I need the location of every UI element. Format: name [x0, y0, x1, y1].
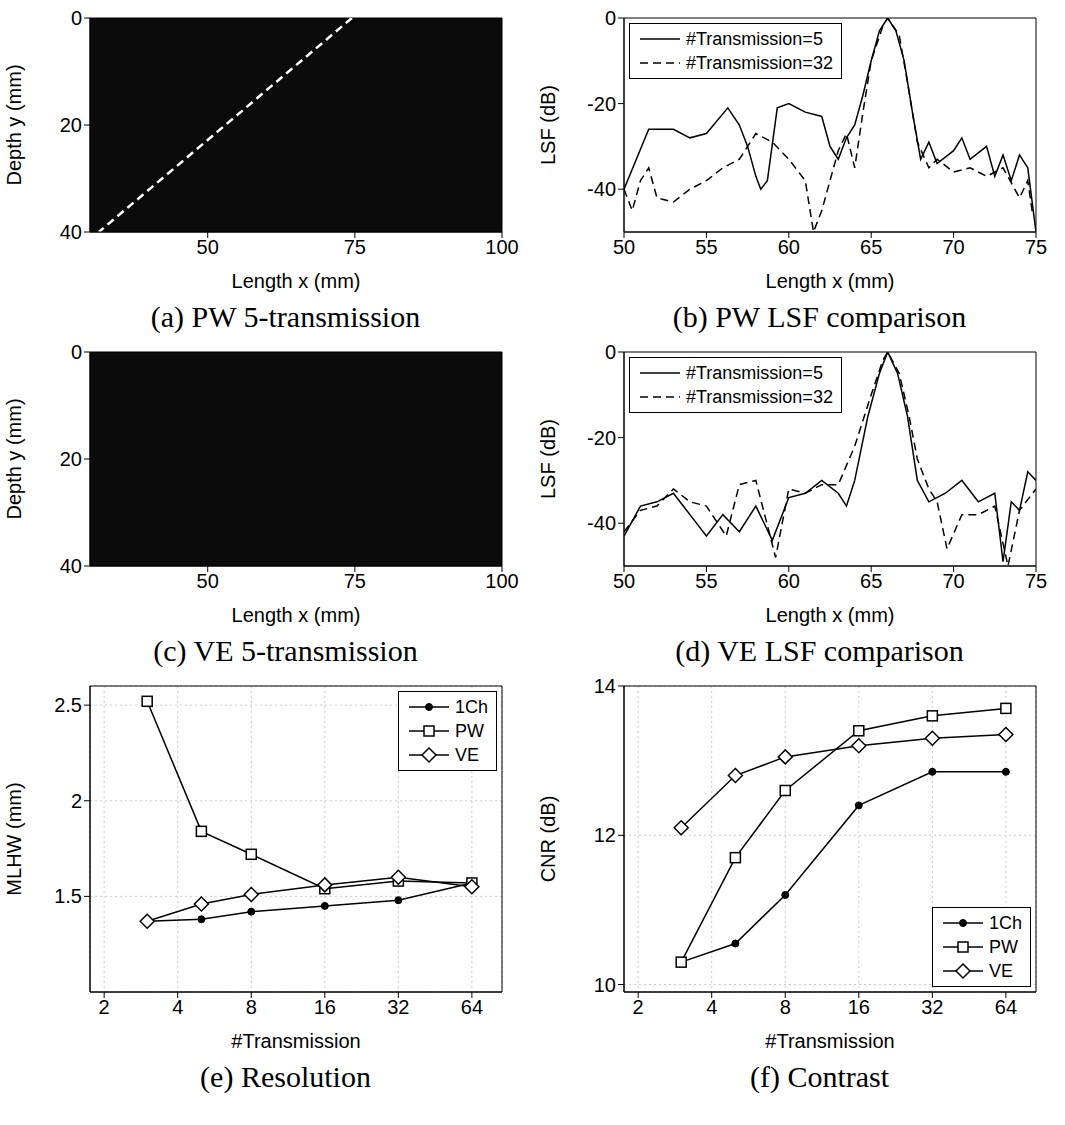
svg-text:100: 100: [485, 236, 518, 258]
svg-text:2: 2: [99, 996, 110, 1018]
html-text:#Transmission=5: #Transmission=5: [686, 363, 823, 383]
svg-text:16: 16: [848, 996, 870, 1018]
svg-text:0: 0: [71, 341, 82, 363]
svg-text:#Transmission: #Transmission: [765, 1030, 894, 1052]
svg-text:Depth y (mm): Depth y (mm): [3, 64, 25, 185]
svg-text:Depth y (mm): Depth y (mm): [3, 398, 25, 519]
html-text:VE: VE: [989, 961, 1013, 981]
html-text:VE: VE: [455, 745, 479, 765]
svg-text:32: 32: [387, 996, 409, 1018]
svg-text:60: 60: [778, 236, 800, 258]
html-text:PW: PW: [989, 937, 1018, 957]
html-text:(d) VE LSF comparison: (d) VE LSF comparison: [675, 634, 964, 667]
html-text:1Ch: 1Ch: [989, 913, 1022, 933]
svg-text:2: 2: [71, 790, 82, 812]
svg-text:0: 0: [605, 341, 616, 363]
svg-text:10: 10: [594, 974, 616, 996]
svg-text:50: 50: [197, 570, 219, 592]
svg-text:-40: -40: [587, 178, 616, 200]
svg-text:1.5: 1.5: [54, 885, 82, 907]
svg-text:CNR (dB): CNR (dB): [537, 796, 559, 883]
svg-text:70: 70: [942, 570, 964, 592]
html-text:(e) Resolution: (e) Resolution: [200, 1060, 371, 1093]
svg-text:4: 4: [172, 996, 183, 1018]
svg-text:-20: -20: [587, 93, 616, 115]
svg-text:64: 64: [995, 996, 1017, 1018]
svg-text:MLHW (mm): MLHW (mm): [3, 782, 25, 895]
svg-text:65: 65: [860, 236, 882, 258]
svg-text:-20: -20: [587, 427, 616, 449]
html-text:(a) PW 5-transmission: (a) PW 5-transmission: [150, 300, 421, 333]
svg-text:0: 0: [71, 7, 82, 29]
svg-text:Length x (mm): Length x (mm): [766, 604, 895, 626]
svg-text:Length x (mm): Length x (mm): [232, 270, 361, 292]
html-text:(c) VE 5-transmission: (c) VE 5-transmission: [153, 634, 418, 667]
svg-text:8: 8: [780, 996, 791, 1018]
svg-text:60: 60: [778, 570, 800, 592]
svg-text:75: 75: [344, 570, 366, 592]
svg-text:50: 50: [613, 236, 635, 258]
svg-text:12: 12: [594, 824, 616, 846]
svg-text:40: 40: [60, 221, 82, 243]
svg-text:-40: -40: [587, 512, 616, 534]
svg-text:4: 4: [706, 996, 717, 1018]
html-text:#Transmission=32: #Transmission=32: [686, 387, 833, 407]
svg-text:70: 70: [942, 236, 964, 258]
svg-text:55: 55: [695, 236, 717, 258]
svg-text:#Transmission: #Transmission: [231, 1030, 360, 1052]
svg-text:Length x (mm): Length x (mm): [232, 604, 361, 626]
html-text:PW: PW: [455, 721, 484, 741]
svg-text:0: 0: [605, 7, 616, 29]
svg-text:50: 50: [613, 570, 635, 592]
svg-text:2.5: 2.5: [54, 694, 82, 716]
svg-text:LSF (dB): LSF (dB): [537, 419, 559, 499]
svg-text:32: 32: [921, 996, 943, 1018]
html-text:#Transmission=5: #Transmission=5: [686, 29, 823, 49]
html-text:1Ch: 1Ch: [455, 697, 488, 717]
svg-text:75: 75: [1025, 570, 1047, 592]
svg-text:50: 50: [197, 236, 219, 258]
svg-text:65: 65: [860, 570, 882, 592]
svg-text:LSF (dB): LSF (dB): [537, 85, 559, 165]
svg-text:75: 75: [344, 236, 366, 258]
svg-text:64: 64: [461, 996, 483, 1018]
svg-text:14: 14: [594, 675, 616, 697]
html-text:(f) Contrast: (f) Contrast: [749, 1060, 890, 1093]
svg-text:100: 100: [485, 570, 518, 592]
html-text:(b) PW LSF comparison: (b) PW LSF comparison: [672, 300, 967, 333]
svg-text:20: 20: [60, 114, 82, 136]
svg-text:Length x (mm): Length x (mm): [766, 270, 895, 292]
svg-text:8: 8: [246, 996, 257, 1018]
html-text:#Transmission=32: #Transmission=32: [686, 53, 833, 73]
svg-text:20: 20: [60, 448, 82, 470]
svg-text:2: 2: [633, 996, 644, 1018]
svg-text:16: 16: [314, 996, 336, 1018]
svg-text:75: 75: [1025, 236, 1047, 258]
svg-text:40: 40: [60, 555, 82, 577]
svg-text:55: 55: [695, 570, 717, 592]
